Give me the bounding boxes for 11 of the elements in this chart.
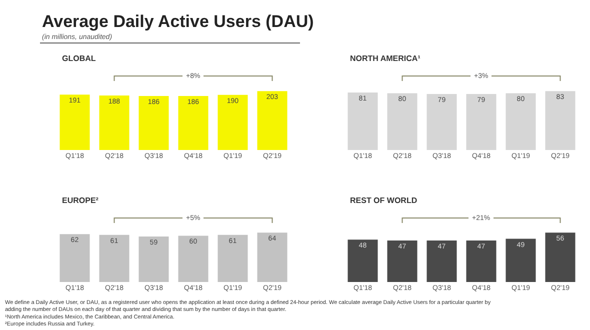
bar bbox=[506, 238, 536, 282]
chart-title: EUROPE² bbox=[62, 196, 99, 205]
bar bbox=[348, 240, 378, 282]
bar bbox=[545, 232, 576, 282]
text: Average Daily Active Users (DAU) bbox=[42, 12, 314, 31]
chart-title: GLOBAL bbox=[62, 54, 96, 63]
chart-title: REST OF WORLD bbox=[350, 196, 418, 205]
bar bbox=[466, 240, 496, 282]
bar bbox=[426, 240, 457, 282]
bar bbox=[387, 240, 418, 282]
chart-title: NORTH AMERICA¹ bbox=[350, 54, 421, 63]
